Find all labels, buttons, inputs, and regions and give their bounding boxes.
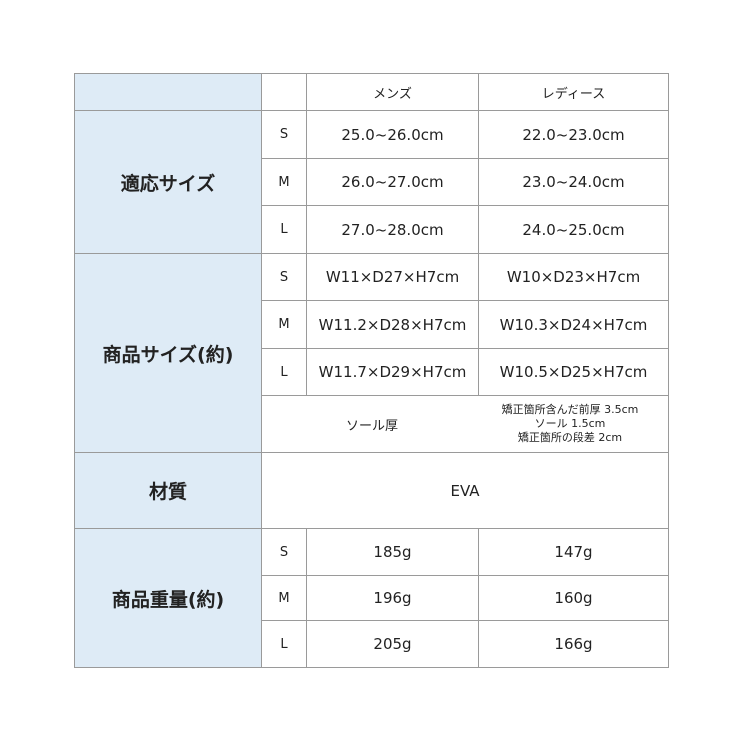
weight-ladies: 160g — [478, 575, 669, 621]
product-size-label: 商品サイズ(約) — [74, 253, 262, 453]
weight-ladies: 147g — [478, 528, 669, 576]
sole-thickness-cell: ソール厚 矯正箇所含んだ前厚 3.5cm ソール 1.5cm 矯正箇所の段差 2… — [261, 395, 669, 453]
sole-details: 矯正箇所含んだ前厚 3.5cm ソール 1.5cm 矯正箇所の段差 2cm — [462, 403, 668, 445]
product-ladies: W10.3×D24×H7cm — [478, 300, 669, 349]
product-mens: W11.7×D29×H7cm — [306, 348, 479, 396]
fit-size-label: 適応サイズ — [74, 110, 262, 254]
spec-table: メンズ レディース 適応サイズ S 25.0~26.0cm 22.0~23.0c… — [74, 73, 669, 668]
size-label: M — [261, 158, 307, 206]
product-ladies: W10×D23×H7cm — [478, 253, 669, 301]
weight-label: 商品重量(約) — [74, 528, 262, 668]
weight-mens: 205g — [306, 620, 479, 668]
header-blank — [74, 73, 262, 111]
product-mens: W11.2×D28×H7cm — [306, 300, 479, 349]
col-ladies: レディース — [478, 73, 669, 111]
product-mens: W11×D27×H7cm — [306, 253, 479, 301]
weight-mens: 196g — [306, 575, 479, 621]
material-value: EVA — [261, 452, 669, 529]
sole-line: 矯正箇所の段差 2cm — [517, 431, 623, 444]
size-label: S — [261, 528, 307, 576]
size-label: L — [261, 348, 307, 396]
size-label: L — [261, 205, 307, 254]
fit-mens: 27.0~28.0cm — [306, 205, 479, 254]
col-mens: メンズ — [306, 73, 479, 111]
fit-ladies: 24.0~25.0cm — [478, 205, 669, 254]
size-label: M — [261, 575, 307, 621]
fit-mens: 26.0~27.0cm — [306, 158, 479, 206]
weight-mens: 185g — [306, 528, 479, 576]
size-header-blank — [261, 73, 307, 111]
product-ladies: W10.5×D25×H7cm — [478, 348, 669, 396]
weight-ladies: 166g — [478, 620, 669, 668]
sole-label: ソール厚 — [345, 418, 398, 434]
material-label: 材質 — [74, 452, 262, 529]
sole-line: 矯正箇所含んだ前厚 3.5cm — [501, 403, 639, 416]
sole-line: ソール 1.5cm — [534, 417, 606, 430]
size-label: S — [261, 110, 307, 159]
fit-ladies: 22.0~23.0cm — [478, 110, 669, 159]
size-label: L — [261, 620, 307, 668]
fit-mens: 25.0~26.0cm — [306, 110, 479, 159]
size-label: M — [261, 300, 307, 349]
size-label: S — [261, 253, 307, 301]
fit-ladies: 23.0~24.0cm — [478, 158, 669, 206]
